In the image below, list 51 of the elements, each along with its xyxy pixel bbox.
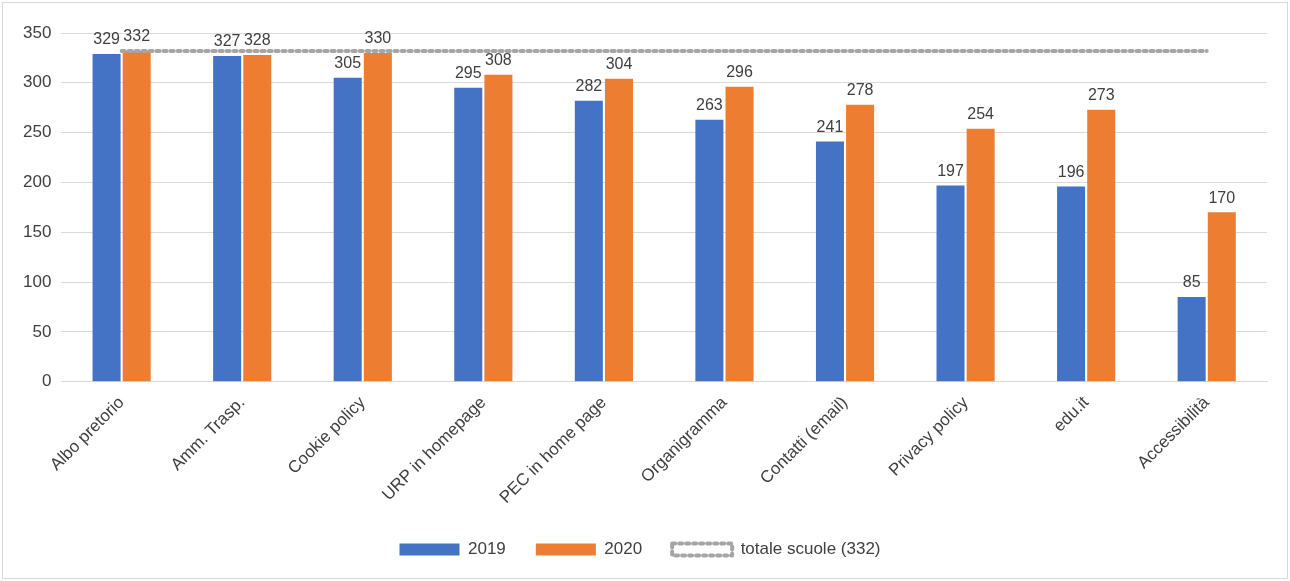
data-label: 85: [1182, 273, 1201, 291]
data-label: 196: [1057, 162, 1085, 180]
bar: [333, 77, 362, 382]
data-label: 332: [123, 27, 151, 45]
bar: [243, 54, 272, 382]
bar: [122, 50, 151, 382]
data-label: 241: [816, 117, 844, 135]
bar: [484, 74, 513, 382]
bar: [1057, 186, 1086, 382]
data-label: 304: [605, 55, 633, 73]
data-label: 305: [334, 54, 362, 72]
y-tick-label: 300: [22, 72, 52, 92]
data-label: 330: [364, 29, 392, 47]
data-label: 197: [937, 161, 964, 179]
bar: [815, 141, 844, 382]
data-label: 327: [213, 32, 241, 50]
legend-label: 2020: [604, 539, 643, 559]
data-label: 278: [846, 81, 874, 99]
y-tick-label: 50: [32, 321, 52, 341]
y-tick-label: 0: [41, 371, 52, 391]
data-label: 263: [696, 96, 723, 114]
data-label: 170: [1208, 188, 1236, 206]
y-tick-label: 350: [22, 22, 52, 42]
data-label: 273: [1087, 86, 1115, 104]
bar: [92, 53, 121, 382]
y-tick-label: 250: [22, 122, 52, 142]
bar: [695, 119, 724, 382]
bar: [363, 52, 392, 382]
bar: [1177, 296, 1206, 382]
bar: [1207, 212, 1236, 382]
y-tick-label: 200: [22, 172, 52, 192]
bar: [604, 78, 633, 382]
data-label: 295: [454, 64, 482, 82]
bar: [574, 100, 603, 382]
bar: [213, 55, 242, 382]
bar: [725, 86, 754, 382]
bar: [936, 185, 965, 382]
legend-label: 2019: [468, 539, 506, 559]
data-label: 328: [243, 31, 271, 49]
bar: [846, 104, 875, 382]
data-label: 254: [967, 105, 995, 123]
bar: [454, 87, 483, 382]
y-tick-label: 150: [22, 221, 52, 241]
legend-label: totale scuole (332): [740, 539, 881, 559]
data-label: 329: [93, 30, 121, 48]
data-label: 296: [726, 63, 753, 81]
data-label: 282: [575, 77, 603, 95]
bar: [966, 128, 995, 382]
y-tick-label: 100: [22, 271, 52, 291]
bar: [1087, 109, 1116, 382]
data-label: 308: [485, 51, 512, 69]
